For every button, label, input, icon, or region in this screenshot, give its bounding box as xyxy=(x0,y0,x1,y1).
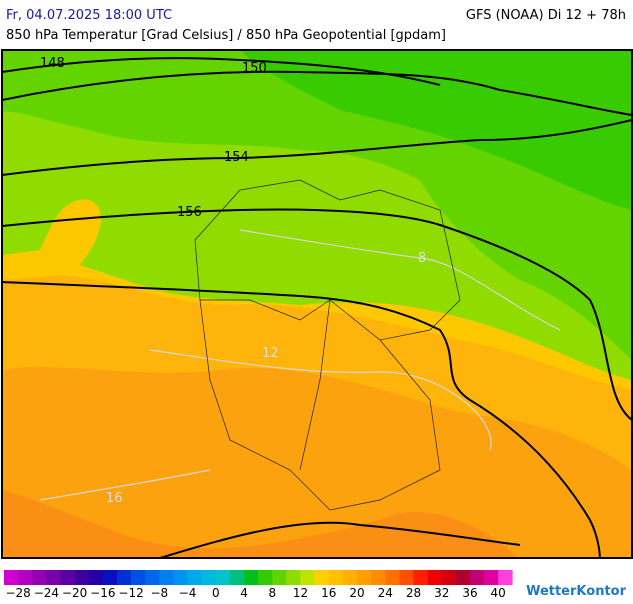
contour-label: 154 xyxy=(224,150,249,165)
colorbar-swatch xyxy=(4,570,19,585)
colorbar-swatch xyxy=(399,570,414,585)
colorbar-label: −4 xyxy=(179,586,197,600)
colorbar-swatch xyxy=(498,570,513,585)
colorbar-label: 8 xyxy=(268,586,276,600)
colorbar-label: −20 xyxy=(62,586,87,600)
colorbar-swatch xyxy=(215,570,231,585)
colorbar-label: 28 xyxy=(406,586,421,600)
colorbar-swatch xyxy=(286,570,301,585)
isotherm-label: 16 xyxy=(106,491,123,506)
colorbar-swatch xyxy=(455,570,471,585)
colorbar-label: 16 xyxy=(321,586,336,600)
colorbar-label: 32 xyxy=(434,586,449,600)
colorbar-swatch xyxy=(46,570,61,585)
model-run: GFS (NOAA) Di 12 + 78h xyxy=(466,8,626,23)
colorbar-label: −28 xyxy=(5,586,30,600)
colorbar-swatch xyxy=(229,570,245,585)
colorbar-label: 4 xyxy=(240,586,248,600)
colorbar-swatch xyxy=(342,570,358,585)
colorbar-label: −24 xyxy=(34,586,59,600)
isotherm-label: 8 xyxy=(418,251,426,266)
colorbar-label: −16 xyxy=(90,586,115,600)
colorbar-label: 36 xyxy=(462,586,477,600)
colorbar-swatch xyxy=(60,570,75,585)
colorbar-swatch xyxy=(441,570,457,585)
colorbar-swatch xyxy=(357,570,372,585)
colorbar-swatch xyxy=(469,570,485,585)
colorbar-swatch xyxy=(74,570,90,585)
colorbar-label: 0 xyxy=(212,586,220,600)
colorbar-swatch xyxy=(145,570,160,585)
colorbar-swatch xyxy=(258,570,273,585)
colorbar-swatch xyxy=(201,570,217,585)
colorbar-label: 40 xyxy=(491,586,506,600)
colorbar-swatch xyxy=(116,570,132,585)
contour-label: 150 xyxy=(242,61,267,76)
colorbar-swatch xyxy=(18,570,33,585)
colorbar-swatch xyxy=(173,570,188,585)
colorbar-swatch xyxy=(131,570,146,585)
colorbar-label: −12 xyxy=(118,586,143,600)
colorbar-label: 12 xyxy=(293,586,308,600)
colorbar-swatch xyxy=(413,570,428,585)
contour-label: 156 xyxy=(177,205,202,220)
colorbar-label: −8 xyxy=(150,586,168,600)
colorbar: −28 −24 −20 −16 −12 −8 −4 0 4 8 12 16 20 24 28 32 36 40 xyxy=(4,570,513,600)
colorbar-swatch xyxy=(328,570,344,585)
map: 148 150 154 156 8 12 16 xyxy=(1,49,633,559)
subtitle: 850 hPa Temperatur [Grad Celsius] / 850 … xyxy=(6,28,446,43)
colorbar-swatch xyxy=(187,570,202,585)
brand-logo: WetterKontor xyxy=(526,584,627,599)
colorbar-swatch xyxy=(244,570,259,585)
colorbar-swatch xyxy=(102,570,118,585)
isotherm-label: 12 xyxy=(262,346,279,361)
colorbar-swatch xyxy=(371,570,386,585)
colorbar-swatch xyxy=(427,570,443,585)
colorbar-swatch xyxy=(300,570,315,585)
colorbar-swatch xyxy=(484,570,499,585)
colorbar-swatch xyxy=(272,570,287,585)
colorbar-swatch xyxy=(32,570,47,585)
colorbar-swatch xyxy=(88,570,104,585)
colorbar-label: 24 xyxy=(378,586,393,600)
colorbar-swatch xyxy=(159,570,174,585)
contour-label: 148 xyxy=(40,56,65,71)
colorbar-swatch xyxy=(314,570,330,585)
valid-time: Fr, 04.07.2025 18:00 UTC xyxy=(6,8,172,23)
colorbar-label: 20 xyxy=(349,586,364,600)
colorbar-swatch xyxy=(385,570,400,585)
